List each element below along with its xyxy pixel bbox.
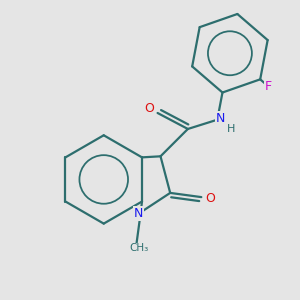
- Text: N: N: [134, 207, 143, 220]
- Text: H: H: [227, 124, 236, 134]
- Text: F: F: [265, 80, 272, 93]
- Text: O: O: [144, 102, 154, 115]
- Text: N: N: [216, 112, 225, 125]
- Text: CH₃: CH₃: [129, 243, 148, 254]
- Text: O: O: [206, 192, 215, 205]
